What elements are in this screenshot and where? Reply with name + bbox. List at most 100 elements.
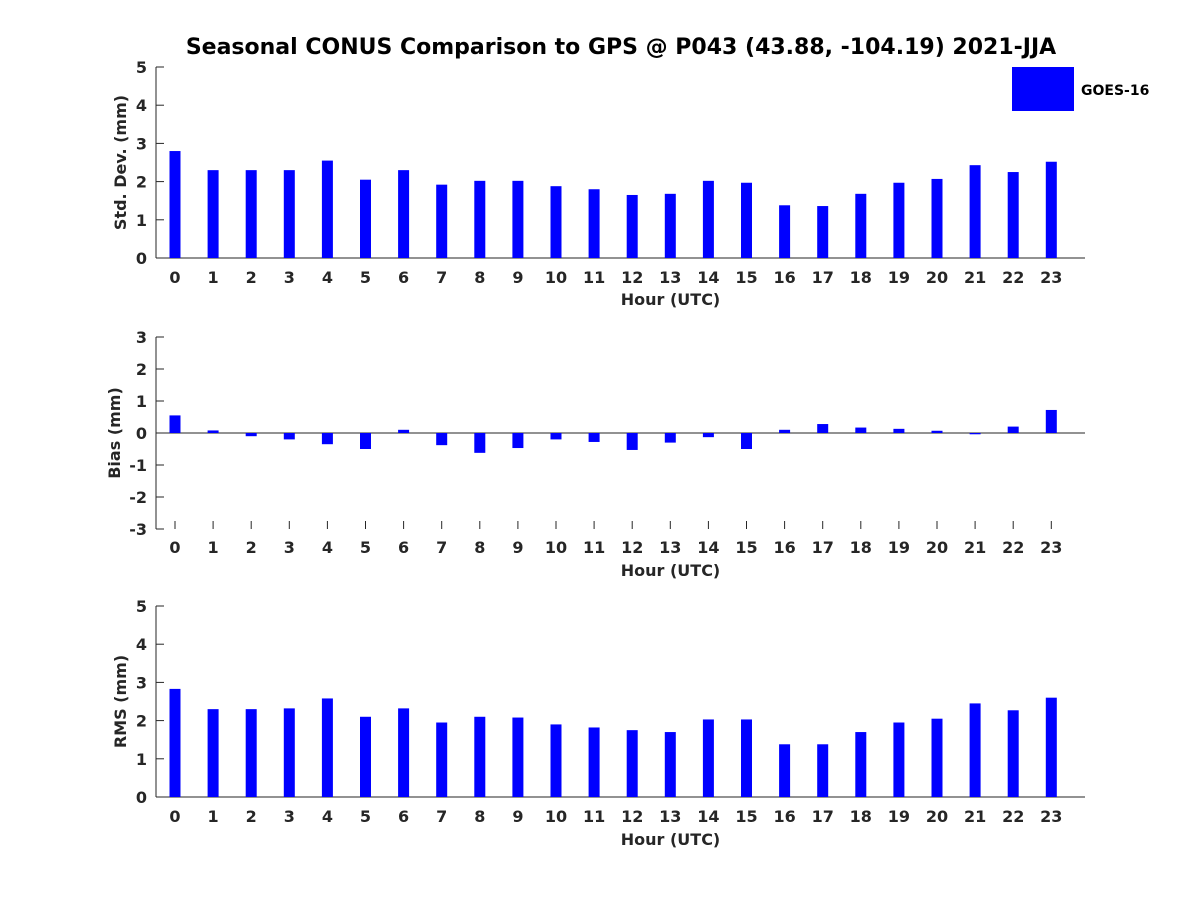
rms-x-tick-label: 3 — [284, 807, 295, 826]
bias-x-tick-label: 11 — [583, 538, 605, 557]
bias-y-tick-label: -3 — [129, 520, 147, 539]
bias-x-tick-label: 7 — [436, 538, 447, 557]
std-dev-x-tick-label: 7 — [436, 268, 447, 287]
legend: GOES-16 — [1012, 67, 1149, 111]
std-dev-x-tick-label: 19 — [888, 268, 910, 287]
bias-bar — [702, 433, 714, 438]
std-dev-y-tick-label: 2 — [136, 173, 147, 192]
std-dev-x-tick-label: 1 — [208, 268, 219, 287]
rms-x-tick-label: 21 — [964, 807, 986, 826]
bias-x-tick-label: 5 — [360, 538, 371, 557]
std-dev-bar — [245, 170, 257, 258]
std-dev-bar — [436, 184, 448, 258]
rms-x-tick-label: 2 — [246, 807, 257, 826]
bias-bar — [169, 415, 181, 433]
rms-x-tick-label: 13 — [659, 807, 681, 826]
rms-x-tick-label: 14 — [697, 807, 719, 826]
rms-y-tick-label: 5 — [136, 597, 147, 616]
rms-bar — [1007, 710, 1019, 797]
std-dev-x-tick-label: 20 — [926, 268, 948, 287]
rms-bar — [741, 719, 752, 797]
bias-y-tick-label: 1 — [136, 392, 147, 411]
std-dev-y-tick-label: 5 — [136, 58, 147, 77]
bias-bar — [360, 433, 371, 449]
bias-x-tick-label: 20 — [926, 538, 948, 557]
bias-bar — [817, 424, 829, 433]
rms-x-tick-label: 11 — [583, 807, 605, 826]
rms-bar — [474, 716, 486, 797]
std-dev-x-tick-label: 11 — [583, 268, 605, 287]
rms-y-tick-label: 4 — [136, 635, 147, 654]
std-dev-bar — [893, 182, 905, 258]
bias-bar — [512, 433, 524, 449]
bias-bar — [398, 429, 410, 433]
rms-x-tick-label: 10 — [545, 807, 567, 826]
bias-y-tick-label: 3 — [136, 328, 147, 347]
rms-x-tick-label: 0 — [169, 807, 180, 826]
std-dev-bar — [207, 170, 219, 258]
bias-x-tick-label: 18 — [850, 538, 872, 557]
bias-x-tick-label: 17 — [812, 538, 834, 557]
bias-bar — [741, 433, 752, 449]
rms-bar — [1045, 697, 1057, 797]
rms-bar — [398, 708, 410, 797]
bias-x-tick-label: 8 — [474, 538, 485, 557]
bias-x-tick-label: 9 — [512, 538, 523, 557]
std-dev-y-tick-label: 4 — [136, 96, 147, 115]
rms-x-tick-label: 7 — [436, 807, 447, 826]
std-dev-x-axis-label: Hour (UTC) — [621, 290, 721, 309]
bias-bar — [626, 433, 638, 450]
rms-x-tick-label: 8 — [474, 807, 485, 826]
std-dev-y-axis-label: Std. Dev. (mm) — [111, 95, 130, 230]
rms-y-axis-label: RMS (mm) — [111, 655, 130, 748]
bias-x-tick-label: 16 — [773, 538, 795, 557]
bias-x-tick-label: 19 — [888, 538, 910, 557]
rms-y-tick-label: 3 — [136, 673, 147, 692]
rms-bar — [436, 722, 448, 797]
rms-bar — [817, 744, 829, 797]
bias-x-tick-label: 14 — [697, 538, 719, 557]
rms-bar — [664, 732, 676, 797]
rms-x-tick-label: 16 — [773, 807, 795, 826]
bias-x-tick-label: 2 — [246, 538, 257, 557]
bias-bar — [931, 430, 943, 433]
rms-bar — [283, 708, 295, 797]
std-dev-bar — [741, 182, 752, 258]
rms-bar — [893, 722, 905, 797]
bias-y-tick-label: 2 — [136, 360, 147, 379]
rms-bar — [169, 688, 181, 797]
std-dev-bar — [969, 165, 981, 258]
rms-bar — [207, 709, 219, 797]
bias-x-tick-label: 3 — [284, 538, 295, 557]
std-dev-x-tick-label: 14 — [697, 268, 719, 287]
rms-bar — [779, 744, 791, 797]
std-dev-x-tick-label: 9 — [512, 268, 523, 287]
std-dev-bar — [779, 205, 791, 258]
bias-bar — [207, 430, 219, 433]
legend-swatch — [1012, 67, 1074, 111]
bias-x-tick-label: 1 — [208, 538, 219, 557]
rms-bar — [969, 703, 981, 797]
std-dev-x-tick-label: 3 — [284, 268, 295, 287]
std-dev-bar — [398, 170, 410, 258]
rms-bar — [626, 730, 638, 797]
rms-x-tick-label: 12 — [621, 807, 643, 826]
std-dev-bar — [474, 180, 486, 258]
std-dev-bar — [360, 179, 371, 258]
rms-y-tick-label: 0 — [136, 788, 147, 807]
bias-bar — [664, 433, 676, 443]
rms-bar — [512, 717, 524, 797]
rms-x-tick-label: 23 — [1040, 807, 1062, 826]
bias-x-tick-label: 12 — [621, 538, 643, 557]
bias-bar — [550, 433, 562, 440]
std-dev-y-tick-label: 3 — [136, 134, 147, 153]
bias-x-tick-label: 22 — [1002, 538, 1024, 557]
rms-x-tick-label: 9 — [512, 807, 523, 826]
rms-bar — [360, 716, 371, 797]
std-dev-bar — [702, 180, 714, 258]
std-dev-x-tick-label: 10 — [545, 268, 567, 287]
